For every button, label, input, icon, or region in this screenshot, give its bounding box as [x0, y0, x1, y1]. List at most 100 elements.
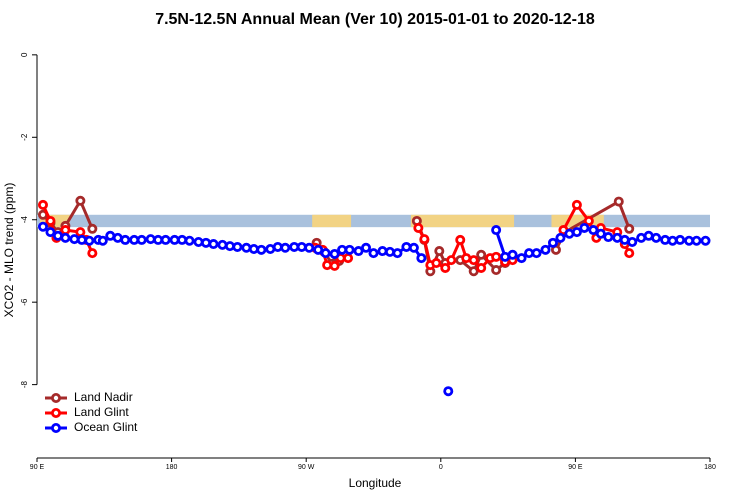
data-point: [353, 246, 364, 257]
data-point: [392, 248, 403, 259]
ocean-band: [37, 214, 710, 228]
data-point: [224, 241, 235, 252]
x-tick-label: 180: [166, 464, 178, 471]
data-point: [296, 241, 307, 252]
data-point: [431, 258, 442, 269]
data-point: [651, 232, 662, 243]
data-point: [624, 248, 635, 259]
data-point: [313, 244, 324, 255]
legend-marker: [51, 422, 62, 433]
data-point: [588, 225, 599, 236]
data-point: [691, 235, 702, 246]
data-point: [329, 260, 340, 271]
data-point: [208, 239, 219, 250]
legend-label: Land Glint: [74, 405, 129, 419]
data-point: [667, 235, 678, 246]
data-point: [700, 235, 711, 246]
data-point: [583, 215, 594, 226]
data-point: [491, 225, 502, 236]
data-point: [193, 236, 204, 247]
x-tick-label: 90 E: [568, 464, 583, 471]
data-point: [329, 248, 340, 259]
data-point: [401, 241, 412, 252]
data-point: [476, 249, 487, 260]
legend-label: Land Nadir: [74, 390, 133, 404]
y-tick-label: -6: [20, 298, 29, 306]
data-point: [37, 221, 48, 232]
data-point: [76, 234, 87, 245]
data-point: [413, 222, 424, 233]
data-point: [344, 244, 355, 255]
data-point: [322, 260, 333, 271]
data-point: [280, 242, 291, 253]
data-point: [564, 228, 575, 239]
data-point: [343, 253, 354, 264]
data-point: [60, 225, 71, 236]
x-tick-label: 90 W: [298, 464, 315, 471]
data-point: [416, 253, 427, 264]
data-point: [256, 244, 267, 255]
data-point: [434, 246, 445, 257]
data-point: [232, 241, 243, 252]
data-point: [624, 223, 635, 234]
data-point: [160, 234, 171, 245]
x-tick-label: 180: [704, 464, 716, 471]
data-point: [603, 232, 614, 243]
data-point: [272, 241, 283, 252]
data-point: [97, 235, 108, 246]
data-point: [200, 237, 211, 248]
data-point: [177, 234, 188, 245]
land-band: [410, 214, 515, 228]
data-point: [579, 222, 590, 233]
y-axis-label: XCO2 - MLO trend (ppm): [2, 183, 16, 318]
data-point: [45, 227, 56, 238]
y-tick-label: -2: [20, 133, 29, 141]
y-tick-label: 0: [20, 52, 29, 57]
data-point: [419, 234, 430, 245]
data-point: [627, 236, 638, 247]
data-point: [595, 228, 606, 239]
legend-marker: [51, 392, 62, 403]
data-point: [476, 262, 487, 273]
land-band: [312, 214, 352, 228]
x-tick-label: 0: [439, 464, 443, 471]
data-point: [440, 262, 451, 273]
data-point: [507, 249, 518, 260]
data-point: [446, 255, 457, 266]
data-point: [120, 234, 131, 245]
data-point: [69, 234, 80, 245]
x-tick-label: 90 E: [30, 464, 45, 471]
data-point: [60, 232, 71, 243]
legend-marker: [51, 407, 62, 418]
data-point: [468, 266, 479, 277]
y-tick-label: -4: [20, 216, 29, 224]
data-point: [571, 227, 582, 238]
data-point: [84, 235, 95, 246]
data-point: [540, 244, 551, 255]
data-point: [491, 251, 502, 262]
x-axis-label: Longitude: [349, 476, 402, 490]
chart-title: 7.5N-12.5N Annual Mean (Ver 10) 2015-01-…: [155, 11, 595, 28]
data-point: [408, 242, 419, 253]
data-point: [613, 196, 624, 207]
data-point: [145, 234, 156, 245]
data-point: [361, 242, 372, 253]
data-point: [491, 265, 502, 276]
data-point: [87, 248, 98, 259]
data-point: [443, 386, 454, 397]
data-point: [75, 195, 86, 206]
data-point: [660, 234, 671, 245]
data-point: [248, 243, 259, 254]
data-point: [304, 242, 315, 253]
data-point: [75, 227, 86, 238]
legend-label: Ocean Glint: [74, 420, 138, 434]
data-point: [555, 232, 566, 243]
data-point: [384, 246, 395, 257]
data-point: [87, 223, 98, 234]
data-point: [37, 199, 48, 210]
data-point: [455, 234, 466, 245]
data-point: [675, 234, 686, 245]
data-point: [368, 248, 379, 259]
y-tick-label: -8: [20, 381, 29, 389]
